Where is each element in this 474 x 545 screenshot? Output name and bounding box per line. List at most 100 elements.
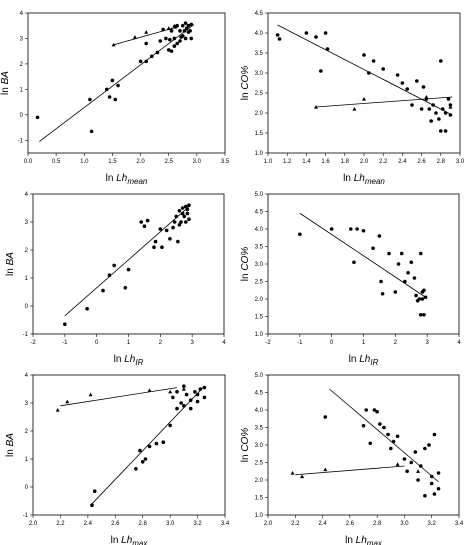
x-tick-label: 3 — [425, 340, 429, 346]
data-point — [89, 129, 94, 134]
data-point — [367, 71, 371, 75]
data-point — [140, 460, 145, 464]
data-point — [417, 297, 422, 301]
data-point-triangle — [147, 388, 152, 392]
data-point — [175, 23, 179, 28]
data-point-triangle — [314, 105, 318, 109]
data-point — [275, 33, 280, 37]
data-point — [92, 489, 97, 494]
fit-line-1 — [91, 385, 205, 505]
data-point — [182, 29, 187, 33]
data-point — [175, 406, 179, 411]
data-point — [164, 228, 169, 233]
data-point — [175, 390, 179, 394]
data-point — [419, 312, 423, 317]
data-point-triangle — [144, 30, 149, 34]
data-point-triangle — [395, 462, 400, 466]
y-tick-label: 3 — [25, 220, 29, 226]
data-point — [90, 503, 94, 508]
plot-frame — [32, 374, 226, 516]
data-point — [387, 251, 391, 256]
data-point — [443, 129, 448, 133]
data-point — [161, 27, 165, 32]
y-tick-label: 4.0 — [255, 31, 264, 37]
data-point — [439, 59, 443, 63]
data-point-triangle — [166, 26, 171, 30]
y-tick-label: 4.0 — [255, 227, 264, 233]
data-point — [395, 434, 400, 439]
data-point — [187, 217, 191, 221]
data-point — [432, 492, 437, 496]
x-tick-label: 3.5 — [221, 159, 230, 165]
panel-6: 2.0 2.2 2.4 2.6 2.8 3.0 3.2 3.4 1.0 1.5 2.0 2.5 3.0 3… — [240, 373, 464, 545]
data-point — [166, 48, 171, 52]
data-point — [107, 95, 112, 99]
data-point-triangle — [424, 95, 429, 99]
data-point — [180, 211, 185, 216]
data-point — [371, 59, 376, 63]
data-point-triangle — [362, 97, 366, 101]
x-axis-label: ln Lhmax — [111, 535, 149, 545]
data-point-triangle — [352, 107, 357, 111]
data-point — [105, 87, 109, 92]
x-tick-label: 3.4 — [455, 521, 464, 527]
panel-2: 1.0 1.2 1.4 1.6 1.8 2.0 2.2 2.4 2.6 2.8 3.0 1.0 1.5 2… — [240, 11, 465, 186]
y-tick-label: 3.5 — [255, 245, 264, 251]
y-tick-label: 1.5 — [255, 496, 264, 502]
x-tick-label: 3.2 — [428, 521, 437, 527]
data-point — [177, 209, 182, 213]
data-point — [172, 44, 177, 48]
data-point-triangle — [172, 23, 177, 28]
y-tick-label: 1 — [20, 87, 24, 93]
y-tick-label: 2 — [25, 429, 29, 435]
data-point — [113, 97, 118, 102]
data-point — [399, 251, 404, 256]
data-point — [158, 39, 163, 43]
y-tick-label: 1 — [25, 457, 29, 463]
data-point — [416, 478, 420, 482]
data-point — [412, 276, 417, 280]
x-tick-label: 2.0 — [136, 159, 145, 165]
data-point — [348, 227, 353, 231]
y-axis-label: ln BA — [5, 252, 16, 276]
data-point — [184, 204, 188, 209]
data-point — [446, 97, 451, 101]
x-tick-label: 1.5 — [108, 159, 117, 165]
data-point — [372, 408, 377, 412]
data-point — [175, 41, 179, 46]
data-point — [325, 47, 330, 51]
x-tick-label: 2.4 — [398, 159, 407, 165]
data-point — [134, 467, 138, 471]
data-point — [409, 260, 414, 265]
data-point — [172, 220, 177, 224]
data-point — [144, 59, 148, 64]
fit-line-1 — [64, 204, 191, 317]
data-point-triangle — [111, 42, 116, 47]
data-point — [174, 214, 179, 219]
data-point — [63, 322, 67, 327]
x-tick-label: 2.6 — [417, 159, 426, 165]
data-point — [323, 31, 328, 35]
data-point-triangle — [169, 27, 174, 32]
panel-1: 0.0 0.5 1.0 1.5 2.0 2.5 3.0 3.5 -1 0 1 2 3 4 ln Lhmean… — [0, 11, 230, 186]
fit-line-2 — [295, 465, 405, 476]
y-tick-label: 2 — [25, 248, 29, 254]
y-tick-label: 2.0 — [255, 111, 264, 117]
data-point — [423, 446, 427, 451]
x-axis-label: ln LhIR — [349, 354, 379, 367]
y-tick-label: 3.5 — [255, 426, 264, 432]
y-axis-label: ln CO% — [240, 428, 251, 463]
data-point — [195, 392, 200, 397]
y-tick-label: 3 — [20, 36, 24, 42]
data-point — [419, 251, 423, 256]
data-point — [323, 415, 328, 419]
data-point — [277, 37, 282, 41]
data-point-triangle — [416, 469, 421, 473]
data-point — [448, 103, 453, 107]
y-tick-label: 2.0 — [255, 478, 264, 484]
data-point-triangle — [132, 35, 137, 39]
data-point — [85, 307, 89, 311]
data-point — [116, 83, 120, 88]
y-axis-label: ln CO% — [240, 247, 251, 282]
